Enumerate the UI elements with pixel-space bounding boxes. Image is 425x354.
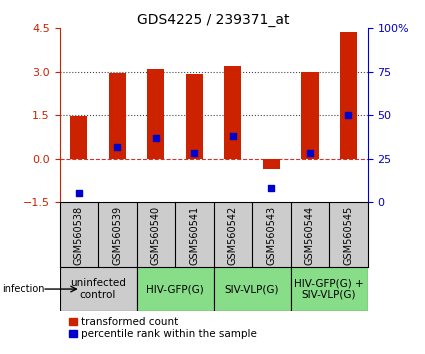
Text: GSM560545: GSM560545 xyxy=(343,205,353,265)
Text: GSM560542: GSM560542 xyxy=(228,205,238,265)
Text: GSM560540: GSM560540 xyxy=(151,205,161,264)
Point xyxy=(75,190,82,196)
Text: GSM560539: GSM560539 xyxy=(112,205,122,264)
Bar xyxy=(70,116,88,159)
Legend: transformed count, percentile rank within the sample: transformed count, percentile rank withi… xyxy=(65,313,261,343)
Text: uninfected
control: uninfected control xyxy=(70,278,126,300)
Bar xyxy=(291,267,368,311)
Point xyxy=(153,135,159,141)
Text: HIV-GFP(G) +
SIV-VLP(G): HIV-GFP(G) + SIV-VLP(G) xyxy=(294,278,364,300)
Text: GSM560541: GSM560541 xyxy=(189,205,199,264)
Text: infection: infection xyxy=(2,284,45,294)
Text: GSM560538: GSM560538 xyxy=(74,205,84,264)
Bar xyxy=(263,159,280,169)
Bar xyxy=(224,66,241,159)
Point xyxy=(345,113,352,118)
Bar xyxy=(147,69,164,159)
Point xyxy=(306,151,313,156)
Text: SIV-VLP(G): SIV-VLP(G) xyxy=(225,284,279,294)
Point xyxy=(268,185,275,191)
Bar xyxy=(186,74,203,159)
Point xyxy=(230,133,236,139)
Bar xyxy=(109,73,126,159)
Text: GSM560543: GSM560543 xyxy=(266,205,276,264)
Point xyxy=(114,144,121,149)
Bar xyxy=(136,267,213,311)
Text: HIV-GFP(G): HIV-GFP(G) xyxy=(146,284,204,294)
Title: GDS4225 / 239371_at: GDS4225 / 239371_at xyxy=(137,13,290,27)
Bar xyxy=(340,32,357,159)
Point xyxy=(191,151,198,156)
Bar xyxy=(213,267,291,311)
Bar xyxy=(60,267,136,311)
Text: GSM560544: GSM560544 xyxy=(305,205,315,264)
Bar xyxy=(301,72,318,159)
